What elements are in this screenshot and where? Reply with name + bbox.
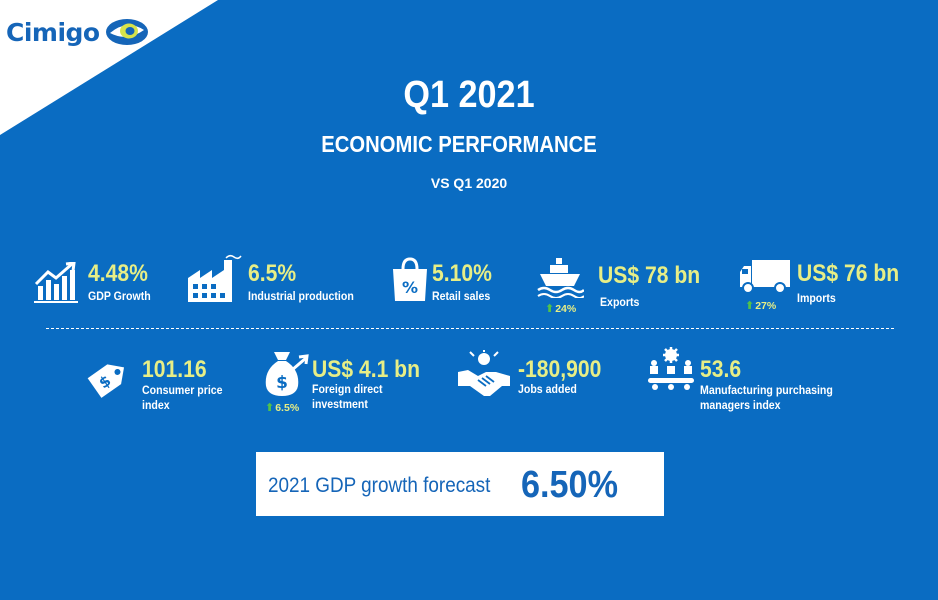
page-title: Q1 2021 — [403, 74, 535, 116]
corner-background — [0, 0, 218, 135]
eye-icon — [105, 19, 148, 45]
factory-icon — [188, 254, 242, 302]
industrial-production-value: 6.5% — [248, 260, 297, 287]
comparison-label: VS Q1 2020 — [430, 175, 508, 191]
pmi-value: 53.6 — [700, 356, 742, 383]
shopping-bag-icon: % — [393, 257, 427, 301]
svg-text:$: $ — [276, 373, 288, 393]
manufacturing-icon — [648, 347, 694, 390]
jobs-added-value: -180,900 — [518, 356, 602, 383]
money-bag-icon: $ — [265, 352, 309, 396]
arrow-up-icon: ⬆ — [545, 303, 555, 315]
exports-value: US$ 78 bn — [598, 262, 701, 289]
fdi-label-line1: Foreign direct — [312, 384, 383, 396]
imports-label: Imports — [797, 293, 836, 305]
jobs-added-label: Jobs added — [518, 384, 577, 396]
exports-label: Exports — [600, 297, 640, 309]
gdp-forecast-value: 6.50% — [521, 464, 618, 506]
truck-icon — [740, 260, 790, 294]
price-tag-icon: $ — [87, 364, 125, 398]
cpi-label-line2: index — [142, 400, 170, 412]
gdp-forecast-box: 2021 GDP growth forecast 6.50% — [256, 452, 664, 516]
pmi-label-line1: Manufacturing purchasing — [700, 385, 833, 397]
exports-change: ⬆24% — [545, 303, 577, 315]
imports-value: US$ 76 bn — [797, 260, 900, 287]
page-subtitle: ECONOMIC PERFORMANCE — [321, 131, 597, 157]
fdi-change: ⬆6.5% — [265, 402, 300, 414]
dashed-divider — [46, 328, 894, 329]
retail-sales-label: Retail sales — [432, 291, 491, 303]
gdp-growth-value: 4.48% — [88, 260, 148, 287]
logo-text: Cimigo — [6, 17, 100, 47]
fdi-label-line2: investment — [312, 399, 368, 411]
gdp-forecast-label: 2021 GDP growth forecast — [268, 474, 491, 497]
retail-sales-value: 5.10% — [432, 260, 492, 287]
handshake-icon — [458, 350, 510, 396]
svg-text:%: % — [402, 278, 418, 297]
gdp-growth-label: GDP Growth — [88, 291, 151, 303]
imports-change: ⬆27% — [745, 300, 777, 312]
pmi-label-line2: managers index — [700, 400, 781, 412]
chart-growth-icon — [34, 262, 78, 303]
cpi-value: 101.16 — [142, 356, 207, 383]
cimigo-logo: Cimigo — [6, 16, 150, 48]
ship-icon — [537, 258, 584, 298]
cpi-label-line1: Consumer price — [142, 385, 223, 397]
industrial-production-label: Industrial production — [248, 291, 354, 303]
arrow-up-icon: ⬆ — [745, 300, 755, 312]
fdi-value: US$ 4.1 bn — [312, 356, 420, 383]
arrow-up-icon: ⬆ — [265, 402, 275, 414]
